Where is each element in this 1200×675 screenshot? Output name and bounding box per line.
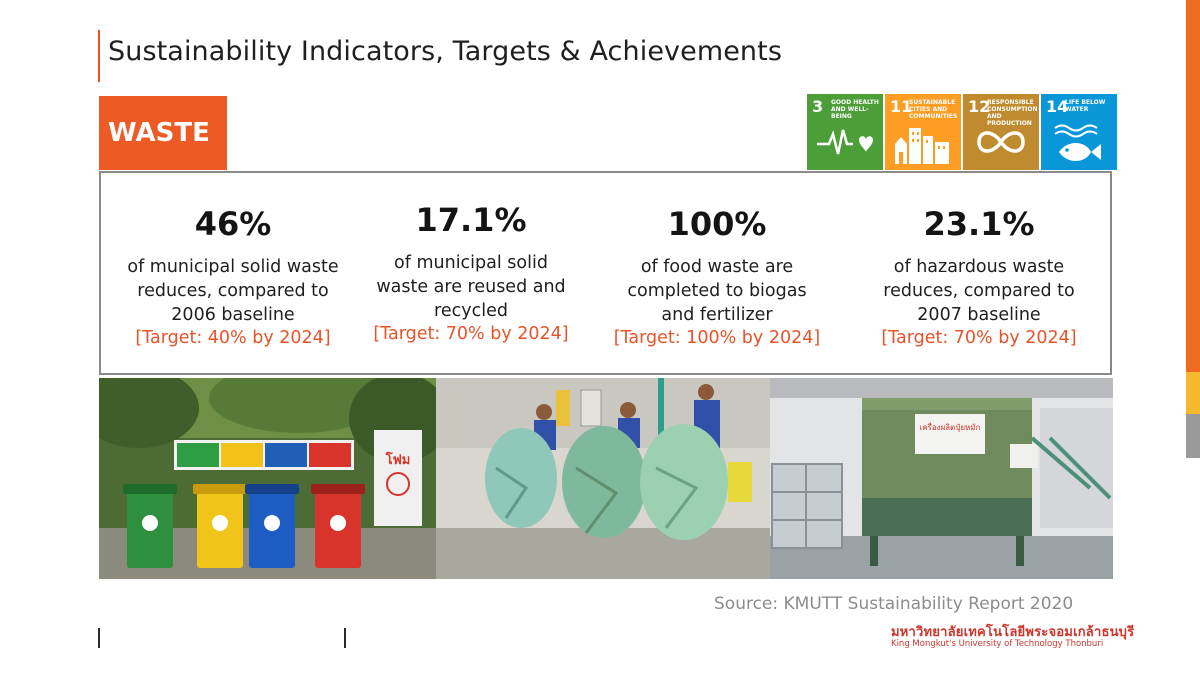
stat-description-line: of municipal solid waste	[127, 257, 339, 277]
sdg-number: 3	[812, 97, 824, 116]
stat-description-line: reduces, compared to	[137, 281, 329, 301]
sdg-14-tile: 14 LIFE BELOW WATER	[1041, 94, 1117, 170]
stat-description-line: and fertilizer	[661, 305, 773, 325]
university-name-english: King Mongkut's University of Technology …	[891, 639, 1104, 649]
section-label-text: WASTE	[108, 118, 210, 148]
stat-description-line: completed to biogas	[627, 281, 807, 301]
side-strip-orange	[1186, 0, 1200, 372]
fish-waves-icon	[1054, 124, 1101, 161]
stat-municipal-waste-reduction: 46% of municipal solid waste reduces, co…	[113, 205, 353, 349]
sdg-number: 12	[968, 97, 991, 116]
heartbeat-icon	[817, 129, 873, 155]
stat-value: 17.1%	[415, 201, 527, 239]
stat-description-line: 2007 baseline	[917, 305, 1041, 325]
sdg-number: 14	[1046, 97, 1069, 116]
stat-target: [Target: 40% by 2024]	[135, 328, 331, 348]
footer-divider-right	[344, 628, 346, 648]
sdg-label: LIFE BELOW WATER	[1065, 99, 1106, 113]
source-caption: Source: KMUTT Sustainability Report 2020	[714, 594, 1074, 614]
photo-compost-machine: เครื่องผลิตปุ๋ยหมัก	[770, 378, 1113, 579]
stat-target: [Target: 70% by 2024]	[881, 328, 1077, 348]
section-label-waste: WASTE	[99, 96, 227, 170]
sdg-label: SUSTAINABLE CITIES AND COMMUNITIES	[909, 99, 958, 120]
recycling-bins-illustration: โฟม	[99, 378, 436, 579]
stat-hazardous-waste-reduction: 23.1% of hazardous waste reduces, compar…	[859, 205, 1099, 349]
title-accent-bar	[98, 30, 100, 82]
stat-reuse-recycle: 17.1% of municipal solid waste are reuse…	[351, 201, 591, 345]
sdg-icons-row: 3 GOOD HEALTH AND WELL-BEING 11 SUSTAINA…	[807, 94, 1117, 170]
stat-value: 100%	[667, 205, 767, 243]
photo-recycled-bags	[436, 378, 770, 579]
sdg-label: RESPONSIBLE CONSUMPTION AND PRODUCTION	[987, 99, 1038, 127]
compost-machine-illustration: เครื่องผลิตปุ๋ยหมัก	[770, 378, 1113, 579]
photo-recycling-bins: โฟม	[99, 378, 436, 579]
stat-description-line: recycled	[434, 301, 508, 321]
side-strip-yellow	[1186, 372, 1200, 414]
stats-panel: 46% of municipal solid waste reduces, co…	[99, 171, 1112, 375]
tank-sign-text: เครื่องผลิตปุ๋ยหมัก	[919, 421, 980, 432]
sdg-11-tile: 11 SUSTAINABLE CITIES AND COMMUNITIES	[885, 94, 961, 170]
footer-divider-left	[98, 628, 100, 648]
stat-description-line: of hazardous waste	[893, 257, 1065, 277]
sdg-3-tile: 3 GOOD HEALTH AND WELL-BEING	[807, 94, 883, 170]
side-strip-grey	[1186, 414, 1200, 458]
sdg-label: GOOD HEALTH AND WELL-BEING	[831, 99, 879, 120]
stat-description-line: of municipal solid	[394, 253, 548, 273]
stat-value: 23.1%	[923, 205, 1035, 243]
stat-description-line: waste are reused and	[376, 277, 566, 297]
stat-description-line: of food waste are	[640, 257, 794, 277]
page-title: Sustainability Indicators, Targets & Ach…	[108, 36, 782, 67]
stat-target: [Target: 70% by 2024]	[373, 324, 569, 344]
sdg-number: 11	[890, 97, 913, 116]
stat-value: 46%	[194, 205, 272, 243]
stat-target: [Target: 100% by 2024]	[613, 328, 821, 348]
recycled-bags-illustration	[436, 378, 770, 579]
stat-description-line: 2006 baseline	[171, 305, 295, 325]
bins-sign-text: โฟม	[385, 451, 411, 468]
city-buildings-icon	[895, 128, 949, 164]
university-name-thai: มหาวิทยาลัยเทคโนโลยีพระจอมเกล้าธนบุรี	[891, 625, 1135, 640]
stat-food-waste-biogas: 100% of food waste are completed to biog…	[597, 205, 837, 349]
sdg-12-tile: 12 RESPONSIBLE CONSUMPTION AND PRODUCTIO…	[963, 94, 1039, 170]
infinity-loop-icon	[977, 131, 1025, 153]
stat-description-line: reduces, compared to	[883, 281, 1075, 301]
